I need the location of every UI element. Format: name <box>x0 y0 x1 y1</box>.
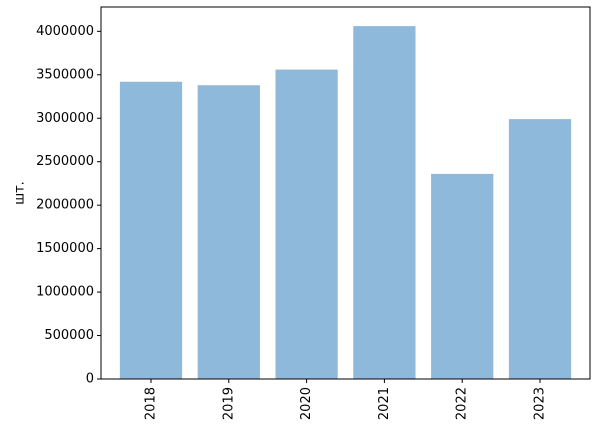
bar <box>353 26 416 380</box>
y-tick-label: 1500000 <box>36 241 94 256</box>
bar <box>508 119 572 380</box>
x-tick-label: 2021 <box>377 387 392 420</box>
y-tick-label: 2500000 <box>36 154 94 169</box>
bar <box>275 69 338 379</box>
y-tick-label: 0 <box>86 372 94 387</box>
plot-frame <box>100 6 591 380</box>
y-tick-label: 4000000 <box>36 24 94 39</box>
y-tick-label: 3500000 <box>36 67 94 82</box>
y-tick-label: 500000 <box>44 328 94 343</box>
x-tick-label: 2022 <box>455 387 470 420</box>
bar <box>119 81 183 379</box>
x-tick-label: 2020 <box>299 387 314 420</box>
x-tick-label: 2023 <box>533 387 548 420</box>
y-tick-label: 1000000 <box>36 285 94 300</box>
bar <box>197 85 260 379</box>
bar <box>431 173 494 379</box>
y-axis-label: шт. <box>13 181 28 205</box>
x-tick-label: 2018 <box>144 387 159 420</box>
x-tick-label: 2019 <box>221 387 236 420</box>
y-tick-label: 3000000 <box>36 111 94 126</box>
y-tick-label: 2000000 <box>36 198 94 213</box>
